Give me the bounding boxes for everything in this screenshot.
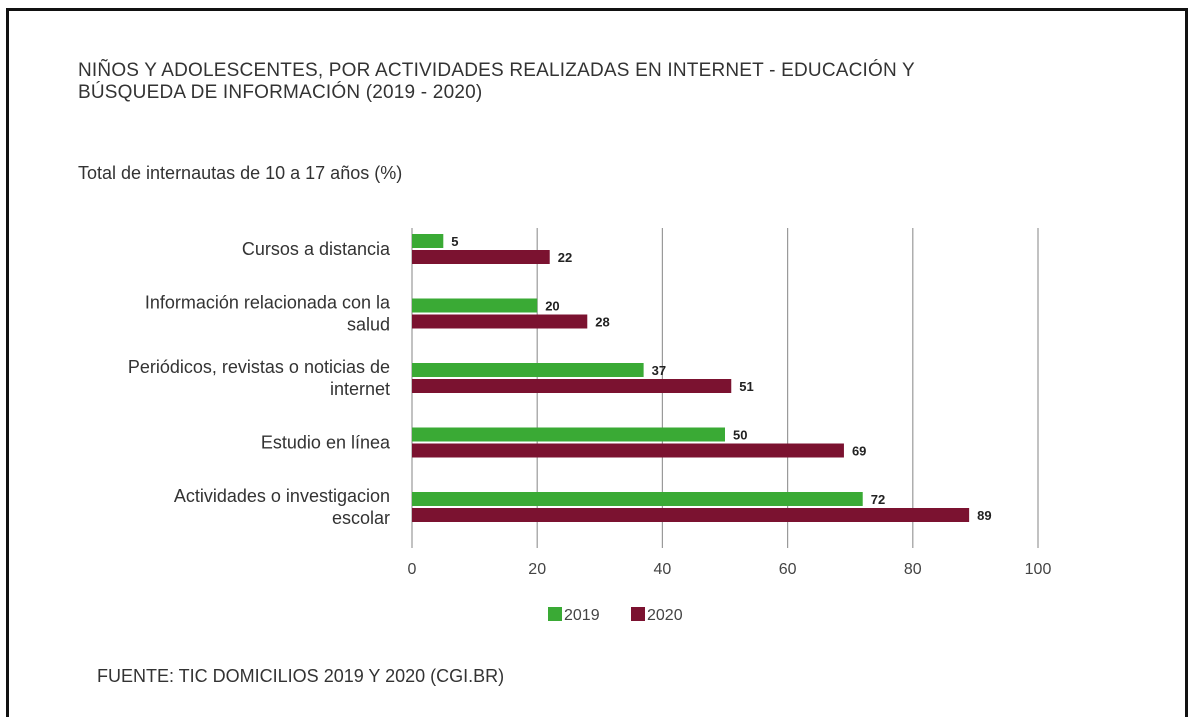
- x-tick-label: 60: [779, 561, 797, 578]
- data-label: 51: [739, 379, 753, 394]
- x-tick-label: 100: [1025, 561, 1052, 578]
- category-label: Estudio en línea: [261, 433, 391, 453]
- bar-2020: [412, 250, 550, 264]
- data-label: 50: [733, 428, 747, 443]
- data-label: 37: [652, 363, 666, 378]
- category-label: Cursos a distancia: [242, 239, 391, 259]
- data-label: 28: [595, 315, 609, 330]
- x-tick-label: 40: [654, 561, 672, 578]
- legend-label-2020: 2020: [647, 607, 683, 624]
- legend-swatch-2020: [631, 607, 645, 621]
- chart-title-line-2: BÚSQUEDA DE INFORMACIÓN (2019 - 2020): [78, 82, 483, 103]
- bar-2020: [412, 508, 970, 522]
- chart-subtitle: Total de internautas de 10 a 17 años (%): [78, 163, 403, 183]
- data-label: 69: [852, 444, 866, 459]
- x-tick-label: 0: [408, 561, 417, 578]
- category-label: escolar: [332, 508, 390, 528]
- bar-2019: [412, 298, 538, 313]
- data-label: 89: [977, 508, 991, 523]
- chart-frame: [6, 8, 1188, 717]
- bar-2020: [412, 379, 732, 393]
- data-label: 72: [871, 492, 885, 507]
- x-tick-label: 20: [528, 561, 546, 578]
- chart-title-line-1: NIÑOS Y ADOLESCENTES, POR ACTIVIDADES RE…: [78, 60, 915, 81]
- data-label: 5: [451, 234, 458, 249]
- category-label: Actividades o investigacion: [174, 486, 390, 506]
- data-label: 20: [545, 299, 559, 314]
- legend-swatch-2019: [548, 607, 562, 621]
- category-label: Información relacionada con la: [145, 293, 391, 313]
- bar-2019: [412, 234, 444, 248]
- x-tick-label: 80: [904, 561, 922, 578]
- source-note: FUENTE: TIC DOMICILIOS 2019 Y 2020 (CGI.…: [97, 666, 505, 686]
- data-label: 22: [558, 250, 572, 265]
- chart-title: NIÑOS Y ADOLESCENTES, POR ACTIVIDADES RE…: [78, 60, 1058, 104]
- bar-2019: [412, 492, 863, 506]
- category-label: internet: [330, 379, 390, 399]
- bar-2020: [412, 314, 588, 329]
- category-label: Periódicos, revistas o noticias de: [128, 357, 390, 377]
- category-label: salud: [347, 315, 390, 335]
- bar-2020: [412, 443, 844, 458]
- legend-label-2019: 2019: [564, 607, 600, 624]
- bar-2019: [412, 363, 644, 377]
- bar-2019: [412, 427, 725, 442]
